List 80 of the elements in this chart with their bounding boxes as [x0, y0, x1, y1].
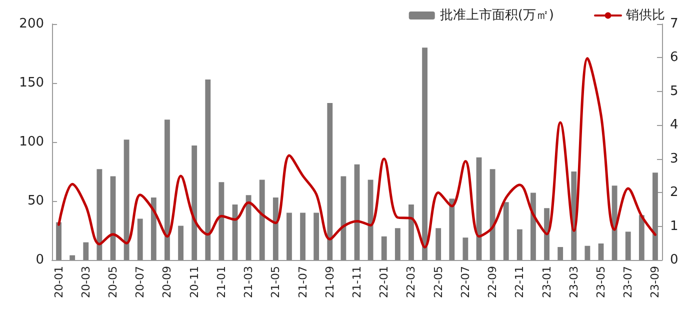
legend-label: 批准上市面积(万㎡)	[440, 8, 554, 23]
legend-label: 销供比	[625, 8, 665, 23]
bar	[503, 202, 509, 260]
bar	[625, 232, 631, 260]
y-tick-label: 150	[19, 76, 44, 90]
bar	[449, 198, 455, 260]
bar	[530, 192, 536, 260]
x-tick-label: 22-07	[458, 266, 472, 298]
x-tick-label: 21-09	[323, 266, 336, 298]
bar	[516, 229, 522, 260]
y2-tick-label: 1	[670, 218, 678, 234]
x-tick-label: 23-07	[622, 266, 635, 298]
line-series	[58, 57, 656, 248]
bar	[558, 247, 564, 260]
y2-tick-label: 4	[670, 118, 678, 133]
bar	[272, 197, 278, 260]
bar	[70, 255, 76, 260]
bar	[490, 169, 496, 260]
x-tick-label: 23-03	[567, 266, 580, 298]
bar	[340, 176, 346, 260]
x-tick-label: 20-07	[134, 266, 147, 298]
x-tick-label: 22-09	[486, 266, 500, 298]
x-tick-label: 22-05	[432, 266, 445, 298]
bar	[192, 146, 198, 260]
bar	[394, 228, 400, 260]
bar	[124, 140, 130, 260]
bar	[96, 169, 102, 260]
x-tick-label: 23-09	[648, 266, 662, 298]
x-tick-label: 23-01	[540, 266, 554, 298]
x-tick-label: 23-05	[594, 266, 608, 298]
x-tick-label: 20-03	[79, 266, 92, 298]
y-tick-label: 50	[27, 194, 44, 208]
bar	[83, 242, 89, 260]
x-tick-label: 20-09	[160, 266, 174, 298]
bar	[327, 103, 333, 260]
bar	[584, 246, 590, 260]
y2-tick-label: 7	[670, 16, 678, 32]
bar	[381, 236, 387, 260]
x-tick-label: 20-01	[52, 266, 66, 298]
bar	[544, 208, 550, 260]
bar	[286, 212, 292, 260]
x-tick-label: 21-03	[242, 266, 256, 298]
bar	[368, 180, 374, 260]
x-tick-label: 22-11	[513, 266, 526, 298]
y2-tick-label: 6	[670, 50, 678, 66]
x-tick-label: 21-11	[350, 266, 364, 298]
bar	[314, 212, 320, 260]
x-tick-label: 21-01	[214, 266, 228, 298]
y2-tick-label: 0	[670, 252, 678, 268]
bar	[462, 238, 468, 260]
x-tick-label: 21-07	[296, 266, 310, 298]
bar	[612, 186, 618, 260]
y2-tick-label: 3	[670, 151, 678, 166]
bar	[137, 218, 143, 260]
bar	[598, 243, 604, 260]
bar	[178, 226, 184, 260]
bar	[205, 79, 211, 260]
bar	[354, 164, 360, 260]
x-tick-label: 22-01	[378, 266, 391, 298]
bar	[56, 222, 62, 260]
bar	[218, 182, 224, 260]
bar	[422, 48, 428, 260]
y-tick-label: 200	[19, 16, 44, 32]
x-tick-label: 20-05	[106, 266, 120, 298]
x-tick-label: 20-11	[188, 266, 201, 298]
y-tick-label: 0	[36, 252, 44, 268]
bar	[652, 172, 658, 260]
x-tick-label: 21-05	[269, 266, 282, 298]
bar	[246, 195, 252, 260]
y2-tick-label: 5	[670, 84, 678, 99]
y-tick-label: 100	[19, 134, 44, 150]
bar	[150, 197, 156, 260]
bar	[164, 120, 170, 260]
bar	[436, 228, 442, 260]
bar	[259, 180, 265, 260]
bar	[408, 204, 414, 260]
x-tick-label: 22-03	[404, 266, 418, 298]
bar	[300, 212, 306, 260]
y2-tick-label: 2	[670, 185, 678, 200]
bar	[638, 215, 644, 260]
